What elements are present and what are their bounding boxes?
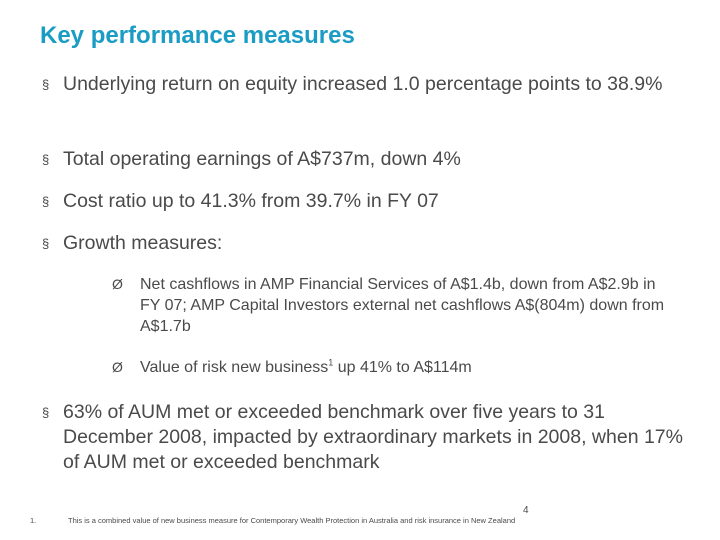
bullet-text: 63% of AUM met or exceeded benchmark ove… bbox=[63, 401, 683, 473]
bullet-operating-earnings: § Total operating earnings of A$737m, do… bbox=[42, 147, 692, 172]
slide-title: Key performance measures bbox=[40, 22, 355, 49]
bullet-text: Cost ratio up to 41.3% from 39.7% in FY … bbox=[63, 190, 439, 212]
sub-bullet-marker: Ø bbox=[112, 276, 123, 292]
bullet-cost-ratio: § Cost ratio up to 41.3% from 39.7% in F… bbox=[42, 189, 692, 214]
bullet-marker: § bbox=[42, 152, 50, 167]
bullet-aum-benchmark: § 63% of AUM met or exceeded benchmark o… bbox=[42, 400, 692, 475]
bullet-marker: § bbox=[42, 194, 50, 209]
sub-bullet-risk-new-business: Ø Value of risk new business1 up 41% to … bbox=[112, 357, 672, 378]
footnote-text: This is a combined value of new business… bbox=[68, 516, 516, 525]
bullet-marker: § bbox=[42, 405, 50, 420]
bullet-roe: § Underlying return on equity increased … bbox=[42, 72, 692, 97]
bullet-growth-measures: § Growth measures: bbox=[42, 231, 692, 256]
sub-bullet-net-cashflows: Ø Net cashflows in AMP Financial Service… bbox=[112, 274, 672, 337]
bullet-text: Underlying return on equity increased 1.… bbox=[63, 73, 663, 95]
sub-bullet-text-after: up 41% to A$114m bbox=[333, 359, 472, 376]
sub-bullet-text: Value of risk new business1 up 41% to A$… bbox=[112, 357, 672, 378]
sub-bullet-text-before: Value of risk new business bbox=[140, 359, 329, 376]
page-number: 4 bbox=[523, 505, 529, 516]
sub-bullet-marker: Ø bbox=[112, 359, 123, 375]
sub-bullet-text: Net cashflows in AMP Financial Services … bbox=[140, 276, 665, 335]
bullet-marker: § bbox=[42, 236, 50, 251]
footnote: 1. This is a combined value of new busine… bbox=[30, 516, 515, 525]
bullet-text: Total operating earnings of A$737m, down… bbox=[63, 148, 461, 170]
footnote-reference: 1 bbox=[328, 357, 334, 368]
bullet-text: Growth measures: bbox=[63, 232, 223, 254]
bullet-marker: § bbox=[42, 77, 50, 92]
footnote-number: 1. bbox=[30, 516, 37, 525]
